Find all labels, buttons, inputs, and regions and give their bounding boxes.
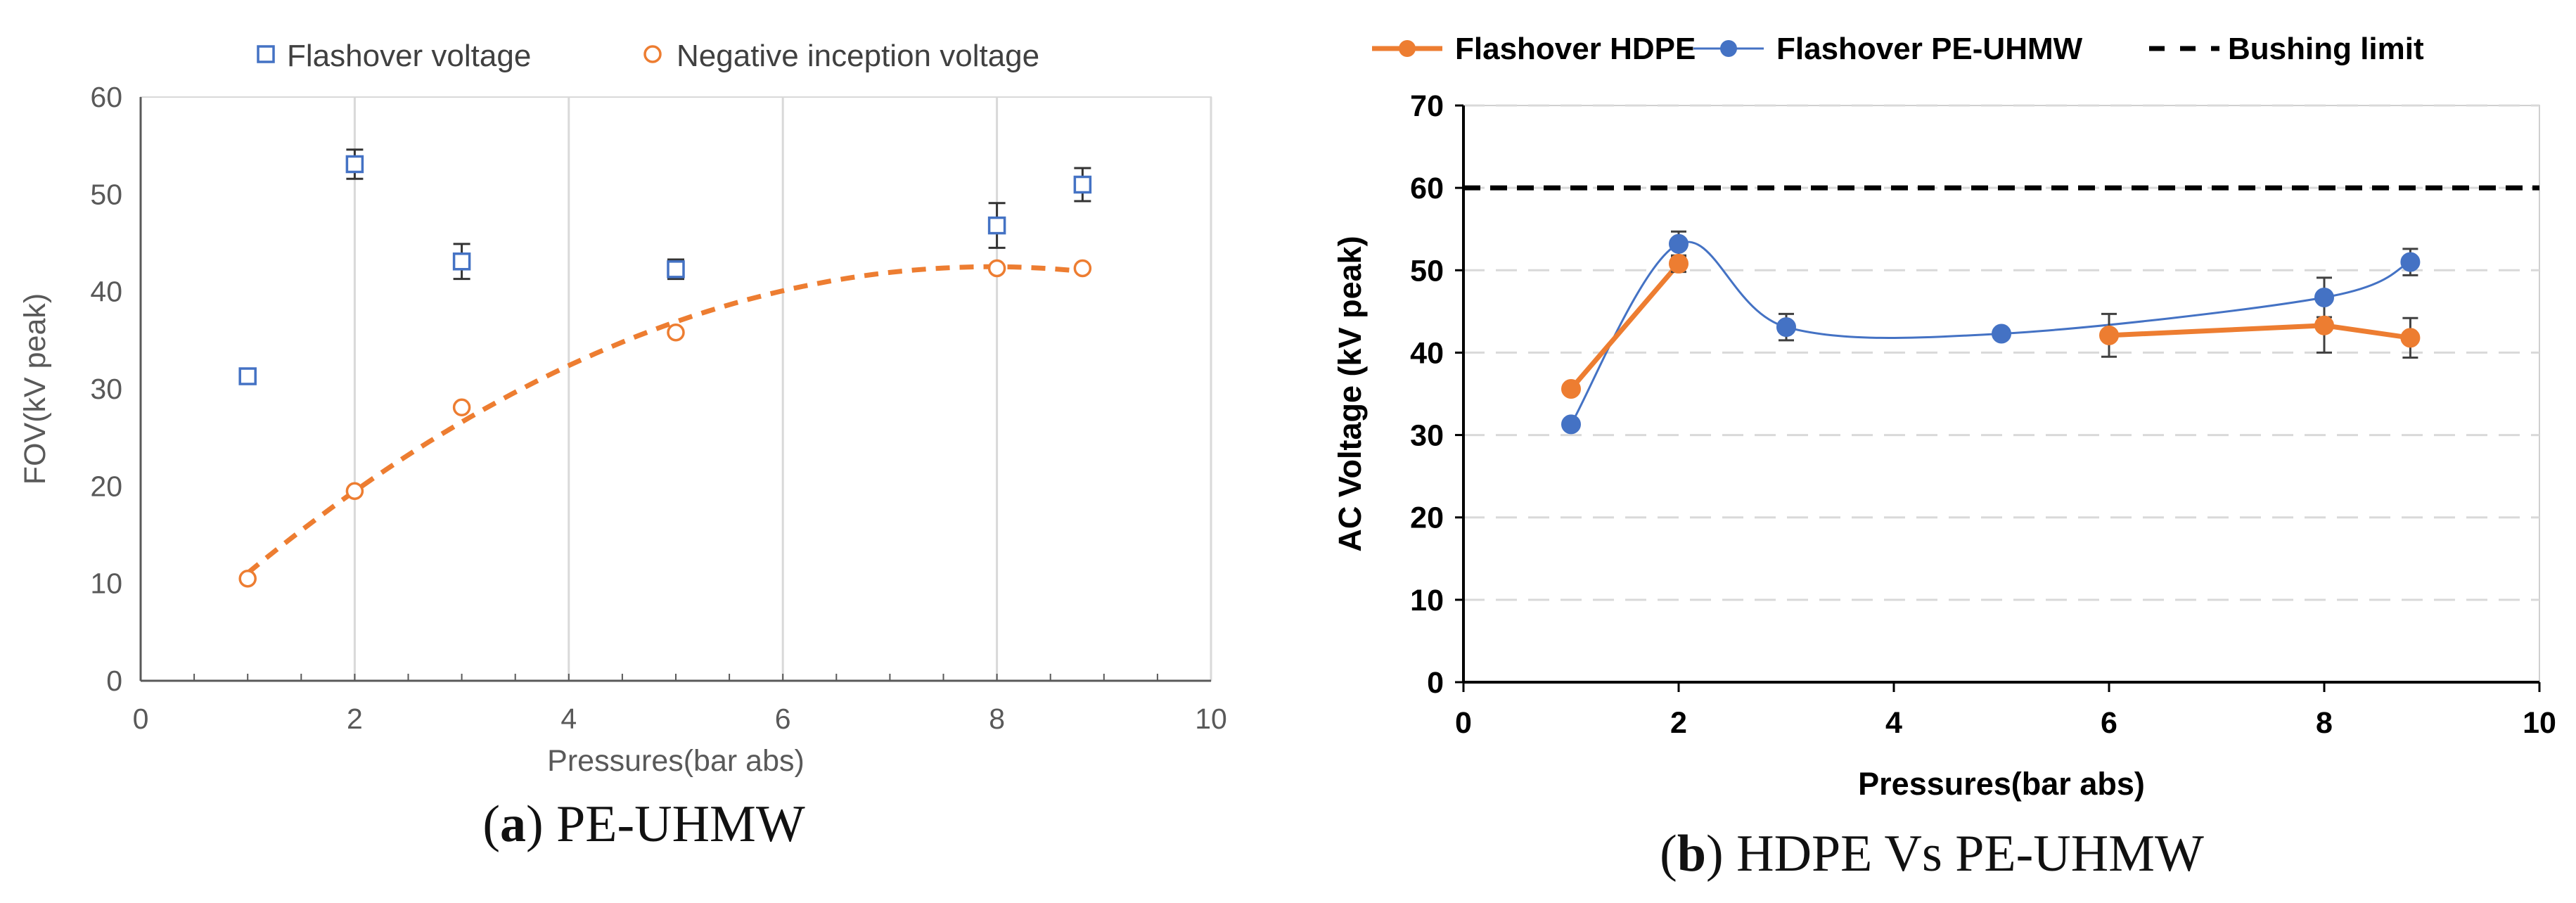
y-tick-label-6: 60 (1410, 172, 1444, 205)
point-pe-uhmw-3 (1992, 324, 2011, 344)
x-tick-label-2: 4 (1885, 706, 1902, 740)
point-pe-uhmw-4 (2314, 287, 2334, 307)
point-flashover-5 (1073, 175, 1092, 194)
y-tick-label-3: 30 (1410, 419, 1444, 453)
y-tick-label-4: 40 (90, 276, 122, 308)
chart-a: 0 10 20 30 40 50 60 0 2 4 6 8 10 Pressures(bar abs) FO… (18, 39, 1227, 778)
point-negative-inception-0 (238, 570, 257, 588)
x-tick-label-0: 0 (133, 703, 149, 735)
x-tick-label-3: 6 (2101, 706, 2117, 740)
caption-a-text: PE-UHMW (556, 795, 805, 853)
y-tick-label-2: 20 (90, 470, 122, 502)
x-tick-label-4: 8 (2316, 706, 2333, 740)
caption-b-text: HDPE Vs PE-UHMW (1736, 825, 2204, 883)
x-tick-label-1: 2 (347, 703, 363, 735)
line-hdpe-segment-1 (2108, 323, 2411, 340)
point-hdpe-1 (1669, 253, 1689, 274)
legend-label-pe-uhmw: Flashover PE-UHMW (1776, 32, 2083, 66)
legend-marker-flashover (257, 45, 275, 63)
x-tick-label-2: 4 (560, 703, 577, 735)
caption-b: (b) HDPE Vs PE-UHMW (1660, 825, 2204, 883)
y-tick-label-7: 70 (1410, 89, 1444, 123)
legend-label-bushing: Bushing limit (2228, 32, 2424, 66)
legend-marker-pe-uhmw (1720, 40, 1737, 57)
y-tick-label-4: 40 (1410, 336, 1444, 370)
point-hdpe-0 (1561, 378, 1581, 399)
caption-a-letter: a (499, 795, 526, 853)
point-hdpe-2 (2099, 325, 2119, 345)
x-axis-label: Pressures(bar abs) (547, 744, 805, 778)
y-tick-label-3: 30 (90, 373, 122, 405)
trendline-negative-inception (245, 264, 1083, 575)
panel-b: 0 2 4 6 8 10 0 10 20 30 40 50 60 70 Pressures(bar abs)… (1288, 0, 2576, 903)
legend-label-negative-inception: Negative inception voltage (677, 39, 1039, 73)
point-pe-uhmw-5 (2400, 252, 2421, 272)
legend-marker-hdpe (1399, 40, 1416, 57)
plot-area-frame (140, 96, 1212, 681)
point-negative-inception-5 (1073, 259, 1092, 278)
x-tick-label-0: 0 (1455, 706, 1472, 740)
point-flashover-3 (667, 260, 685, 278)
x-tick-label-3: 6 (775, 703, 791, 735)
y-tick-label-1: 10 (90, 568, 122, 600)
y-axis-label: FOV(kV peak) (18, 293, 52, 485)
point-flashover-0 (238, 367, 257, 385)
point-hdpe-3 (2314, 315, 2334, 335)
point-hdpe-4 (2400, 328, 2421, 348)
caption-a: (a) PE-UHMW (482, 795, 805, 853)
y-tick-label-5: 50 (1410, 254, 1444, 288)
point-negative-inception-3 (667, 324, 685, 342)
legend-label-flashover: Flashover voltage (287, 39, 531, 73)
caption-b-letter: b (1677, 825, 1706, 883)
y-tick-label-6: 60 (90, 81, 122, 113)
point-flashover-2 (452, 252, 471, 271)
y-tick-label-5: 50 (90, 178, 122, 210)
point-flashover-1 (345, 155, 364, 174)
y-axis-label: AC Voltage (kV peak) (1332, 236, 1368, 551)
legend-marker-negative-inception (643, 45, 662, 63)
legend-label-hdpe: Flashover HDPE (1455, 32, 1696, 66)
point-negative-inception-2 (452, 398, 471, 417)
y-tick-label-0: 0 (106, 665, 122, 697)
x-tick-label-1: 2 (1670, 706, 1687, 740)
point-negative-inception-1 (345, 482, 364, 500)
panel-a: 0 10 20 30 40 50 60 0 2 4 6 8 10 Pressures(bar abs) FO… (18, 39, 1227, 778)
point-pe-uhmw-1 (1669, 233, 1689, 254)
point-pe-uhmw-0 (1561, 414, 1581, 435)
point-pe-uhmw-2 (1776, 317, 1796, 338)
x-tick-label-4: 8 (989, 703, 1005, 735)
x-tick-label-5: 10 (1195, 703, 1227, 735)
y-tick-label-1: 10 (1410, 584, 1444, 617)
x-tick-label-5: 10 (2523, 706, 2556, 740)
point-flashover-4 (987, 216, 1006, 235)
chart-b: 0 2 4 6 8 10 0 10 20 30 40 50 60 70 Pressures(bar abs)… (1332, 32, 2556, 802)
line-hdpe-segment-0 (1569, 262, 1681, 391)
y-tick-label-2: 20 (1410, 501, 1444, 535)
plot-area-frame (1463, 105, 2540, 683)
y-tick-label-0: 0 (1427, 666, 1444, 700)
x-axis-label: Pressures(bar abs) (1858, 766, 2145, 802)
point-negative-inception-4 (987, 259, 1006, 278)
